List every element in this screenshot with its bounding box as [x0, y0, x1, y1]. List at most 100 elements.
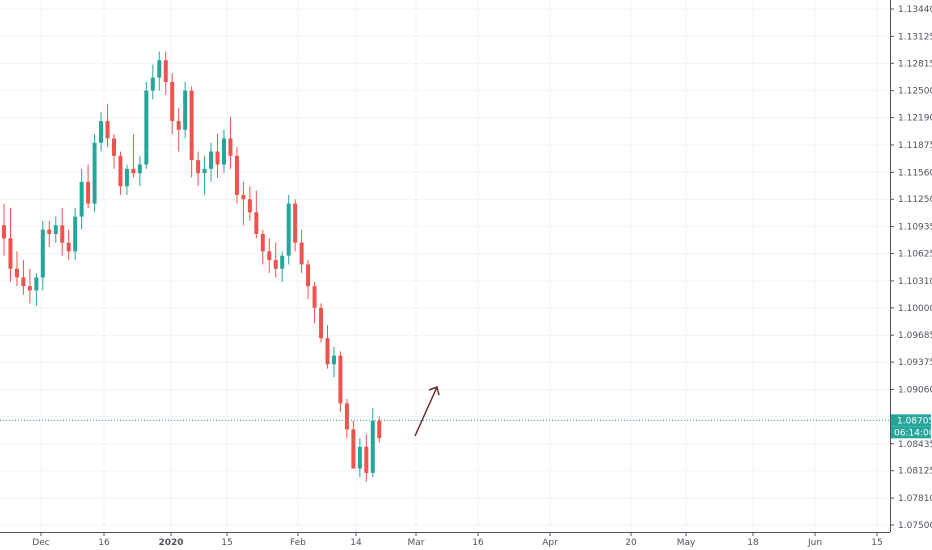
candle	[228, 116, 233, 169]
y-tick-label: 1.11250	[898, 195, 932, 205]
candle	[280, 251, 285, 282]
candle	[53, 216, 58, 243]
candle-body	[209, 151, 214, 169]
price-tag-label: 1.08705	[897, 416, 932, 426]
candle	[2, 203, 6, 256]
candle-body	[157, 60, 162, 78]
x-tick-label: Dec	[32, 538, 49, 548]
candle-body	[344, 403, 349, 430]
candle-body	[79, 181, 84, 217]
candle-body	[364, 446, 369, 473]
candle-body	[2, 225, 6, 239]
candle	[47, 220, 52, 248]
candle	[60, 207, 65, 256]
candle	[176, 108, 181, 152]
candle	[111, 134, 116, 169]
candle-body	[170, 81, 175, 122]
candle	[260, 229, 265, 265]
candle-body	[299, 242, 304, 265]
y-tick-label: 1.09375	[898, 358, 932, 368]
y-tick-label: 1.09685	[898, 331, 932, 341]
candle-body	[306, 264, 311, 287]
y-tick-label: 1.08435	[898, 440, 932, 450]
price-axis[interactable]: 1.13440 1.13125 1.12815 1.12500 1.12190 1.118…	[890, 5, 932, 531]
candle-body	[215, 151, 220, 165]
candle	[247, 186, 252, 221]
candle	[306, 260, 311, 300]
candle	[312, 281, 317, 324]
candle	[137, 155, 142, 187]
candle	[196, 151, 201, 187]
x-tick-label: 18	[747, 538, 759, 548]
candle-body	[105, 121, 110, 139]
candle-body	[377, 420, 382, 439]
y-tick-label: 1.12190	[898, 114, 932, 124]
candle-body	[73, 216, 78, 252]
candle	[299, 229, 304, 274]
timer-tag-bg	[891, 426, 931, 439]
candle-body	[111, 138, 116, 156]
y-tick-label: 1.09060	[898, 385, 932, 395]
candle-body	[234, 155, 239, 195]
candle	[338, 351, 343, 413]
candle	[267, 238, 272, 274]
candle	[40, 220, 45, 291]
arrow-annotation	[414, 386, 438, 437]
candle-body	[163, 60, 168, 82]
y-tick-label: 1.11875	[898, 141, 932, 151]
candle	[325, 325, 330, 369]
candle	[293, 199, 298, 252]
candle-body	[260, 233, 265, 252]
candle-body	[280, 255, 285, 269]
x-tick-label: May	[677, 538, 696, 548]
candle-body	[338, 355, 343, 404]
candle	[66, 229, 71, 261]
candle	[273, 242, 278, 278]
candle	[234, 147, 239, 204]
candle-body	[267, 251, 272, 261]
candle	[92, 134, 97, 213]
candle-body	[241, 194, 246, 200]
candle-body	[99, 121, 104, 143]
x-tick-label: Feb	[290, 538, 306, 548]
candle-body	[357, 446, 362, 469]
candle-body	[247, 199, 252, 213]
candle-body	[124, 168, 129, 187]
candles	[2, 51, 382, 482]
candle	[34, 273, 39, 307]
candle	[286, 194, 291, 265]
x-tick-label: 15	[871, 538, 882, 548]
candle-body	[189, 90, 194, 161]
candle-body	[319, 307, 324, 339]
candle-body	[312, 286, 317, 308]
x-tick-label: 20	[625, 538, 637, 548]
candle	[183, 81, 188, 139]
candle	[27, 268, 32, 304]
candle-body	[221, 138, 226, 165]
candle-body	[14, 268, 19, 278]
candle-body	[27, 286, 32, 291]
candle-body	[131, 168, 136, 174]
price-tag-bg	[891, 414, 931, 427]
candle	[79, 168, 84, 230]
x-tick-label: 15	[221, 538, 232, 548]
candle-body	[202, 168, 207, 174]
y-tick-label: 1.13125	[898, 32, 932, 42]
candle-body	[118, 155, 123, 187]
candle-body	[86, 181, 91, 204]
timer-tag-label: 06:14:00	[894, 428, 932, 438]
time-axis[interactable]: Dec 16 2020 15 Feb 14 Mar 16 Apr 20 May 18 Jun 15	[32, 532, 883, 548]
candle-body	[47, 229, 52, 234]
candle	[118, 151, 123, 195]
candle	[124, 164, 129, 195]
candle	[105, 103, 110, 148]
candle	[189, 86, 194, 178]
x-tick-label: 2020	[158, 538, 183, 548]
candle	[202, 155, 207, 195]
candle-body	[92, 142, 97, 204]
candle	[319, 303, 324, 343]
candle-body	[351, 429, 356, 469]
candle	[170, 73, 175, 135]
candle-body	[40, 229, 45, 278]
